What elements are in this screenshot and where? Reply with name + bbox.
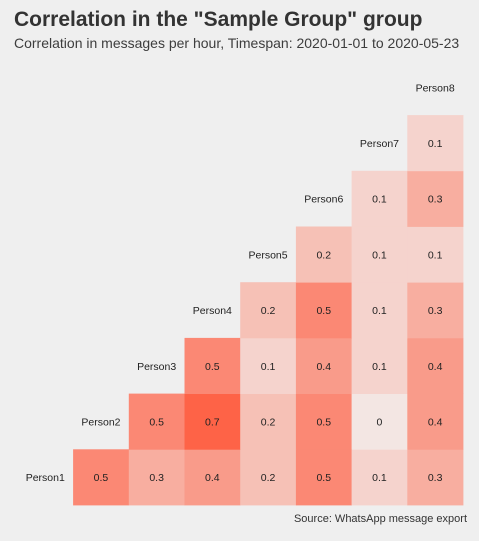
heatmap-cell-person2-person8	[407, 393, 464, 450]
chart-title: Correlation in the "Sample Group" group	[14, 8, 423, 31]
cell-value-label: 0.1	[372, 249, 387, 261]
cell-value-label: 0.5	[316, 416, 331, 428]
person-label-person8: Person8	[416, 82, 455, 94]
heatmap-cell-person1-person2	[73, 449, 130, 506]
cell-value-label: 0.1	[261, 361, 276, 373]
cell-value-label: 0.5	[205, 361, 220, 373]
heatmap-cell-person3-person4	[184, 337, 241, 394]
heatmap-cell-person5-person6	[295, 226, 352, 283]
heatmap-cell-person4-person6	[295, 282, 352, 339]
cell-value-label: 0.4	[428, 416, 443, 428]
cell-value-label: 0.1	[372, 194, 387, 206]
person-label-person5: Person5	[248, 249, 287, 261]
heatmap-cell-person3-person5	[240, 337, 297, 394]
cell-value-label: 0.2	[261, 416, 276, 428]
heatmap-cells	[73, 115, 464, 506]
cell-value-label: 0.5	[149, 416, 164, 428]
heatmap-cell-person5-person7	[351, 226, 408, 283]
heatmap-cell-person3-person8	[407, 337, 464, 394]
cell-value-label: 0.1	[428, 138, 443, 150]
heatmap-cell-person2-person7	[351, 393, 408, 450]
person-label-person1: Person1	[26, 472, 65, 484]
heatmap-cell-person4-person7	[351, 282, 408, 339]
heatmap-cell-person7-person8	[407, 115, 464, 172]
heatmap-labels: 0.5 0.3 0.4 0.2 0.5 0.1 0.3 0.5 0.7 0.2 0.5 0 0.4 0.5…	[26, 82, 455, 484]
cell-value-label: 0.3	[149, 472, 164, 484]
heatmap-cell-person4-person5	[240, 282, 297, 339]
cell-value-label: 0.5	[94, 472, 109, 484]
heatmap-cell-person2-person3	[128, 393, 185, 450]
chart-caption: Source: WhatsApp message export	[293, 513, 467, 525]
heatmap-cell-person2-person6	[295, 393, 352, 450]
heatmap-cell-person3-person6	[295, 337, 352, 394]
person-label-person7: Person7	[360, 138, 399, 150]
cell-value-label: 0.2	[261, 472, 276, 484]
heatmap-cell-person1-person4	[184, 449, 241, 506]
cell-value-label: 0.1	[372, 472, 387, 484]
cell-value-label: 0.7	[205, 416, 220, 428]
cell-value-label: 0.1	[372, 361, 387, 373]
cell-value-label: 0.5	[316, 305, 331, 317]
person-label-person4: Person4	[193, 305, 232, 317]
person-label-person6: Person6	[304, 194, 343, 206]
cell-value-label: 0.4	[428, 361, 443, 373]
cell-value-label: 0.4	[316, 361, 331, 373]
cell-value-label: 0.2	[261, 305, 276, 317]
cell-value-label: 0.3	[428, 472, 443, 484]
heatmap-cell-person1-person7	[351, 449, 408, 506]
cell-value-label: 0.3	[428, 194, 443, 206]
cell-value-label: 0.1	[372, 305, 387, 317]
heatmap-cell-person4-person8	[407, 282, 464, 339]
cell-value-label: 0.1	[428, 249, 443, 261]
heatmap-cell-person1-person8	[407, 449, 464, 506]
heatmap-cell-person2-person5	[240, 393, 297, 450]
person-label-person3: Person3	[137, 361, 176, 373]
heatmap-cell-person2-person4	[184, 393, 241, 450]
heatmap-cell-person3-person7	[351, 337, 408, 394]
chart-subtitle: Correlation in messages per hour, Timesp…	[14, 35, 460, 51]
cell-value-label: 0	[377, 416, 383, 428]
heatmap-cell-person5-person8	[407, 226, 464, 283]
cell-value-label: 0.3	[428, 305, 443, 317]
person-label-person2: Person2	[81, 416, 120, 428]
cell-value-label: 0.5	[316, 472, 331, 484]
heatmap-cell-person1-person6	[295, 449, 352, 506]
heatmap-cell-person1-person3	[128, 449, 185, 506]
cell-value-label: 0.2	[316, 249, 331, 261]
heatmap-cell-person6-person8	[407, 170, 464, 227]
heatmap-cell-person1-person5	[240, 449, 297, 506]
heatmap-cell-person6-person7	[351, 170, 408, 227]
cell-value-label: 0.4	[205, 472, 220, 484]
